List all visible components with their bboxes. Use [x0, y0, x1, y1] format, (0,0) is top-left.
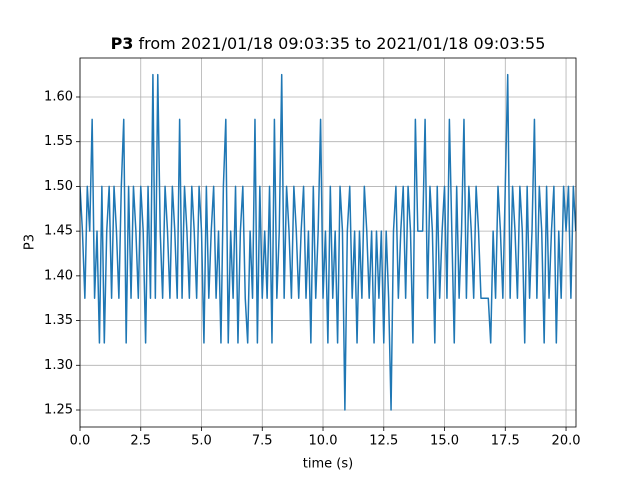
- x-tick-label: 17.5: [491, 434, 520, 449]
- data-line: [80, 73, 576, 411]
- x-tick-label: 12.5: [369, 434, 398, 449]
- y-tick-label: 1.60: [44, 89, 73, 104]
- x-tick-label: 15.0: [430, 434, 459, 449]
- plot-frame: [79, 57, 577, 428]
- x-axis-label: time (s): [303, 457, 353, 472]
- x-tick-label: 10.0: [309, 434, 338, 449]
- y-tick-label: 1.40: [44, 268, 73, 283]
- x-tick-label: 20.0: [552, 434, 581, 449]
- y-tick-label: 1.50: [44, 179, 73, 194]
- y-tick-label: 1.55: [44, 134, 73, 149]
- y-axis-label: P3: [23, 234, 38, 250]
- x-tick-label: 0.0: [70, 434, 91, 449]
- title-bold: P3: [111, 34, 134, 53]
- y-tick-label: 1.35: [44, 313, 73, 328]
- x-tick-label: 7.5: [252, 434, 273, 449]
- title-text: from 2021/01/18 09:03:35 to 2021/01/18 0…: [139, 34, 546, 53]
- y-tick-label: 1.45: [44, 224, 73, 239]
- y-tick-label: 1.30: [44, 358, 73, 373]
- chart-title: P3 from 2021/01/18 09:03:35 to 2021/01/1…: [111, 34, 546, 53]
- y-tick-label: 1.25: [44, 403, 73, 418]
- x-tick-label: 2.5: [130, 434, 151, 449]
- x-tick-label: 5.0: [191, 434, 212, 449]
